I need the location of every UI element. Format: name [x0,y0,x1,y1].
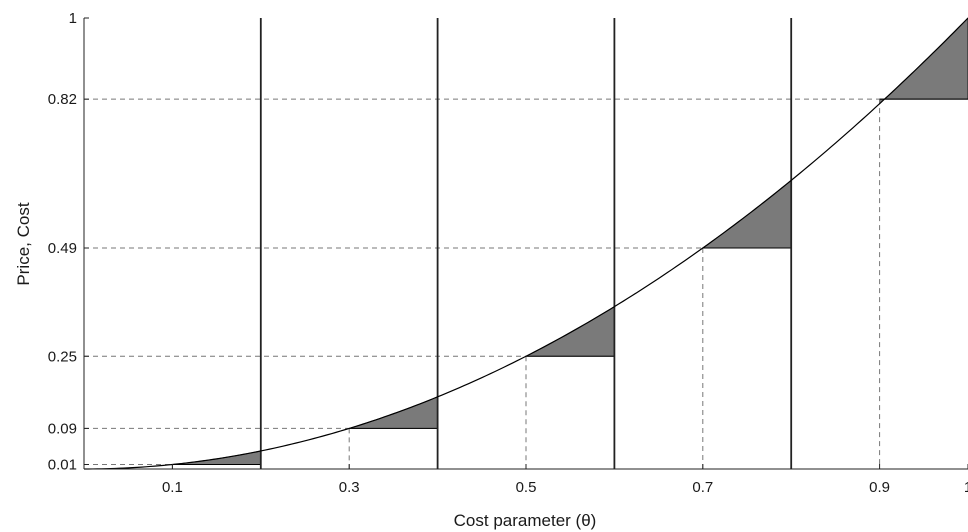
x-tick-label-6: 1 [964,479,968,496]
x-tick-label-2: 0.3 [339,479,360,496]
x-tick-label-5: 0.9 [869,479,890,496]
x-tick-label-4: 0.7 [692,479,713,496]
boundary-lines [259,18,793,469]
y-tick-label-2: 0.09 [48,420,77,437]
x-axis-label: Cost parameter (θ) [454,511,597,530]
x-tick-label-1: 0.1 [162,479,183,496]
y-tick-label-3: 0.25 [48,348,77,365]
shaded-regions [172,17,968,465]
x-tick-label-3: 0.5 [516,479,537,496]
x-axis-ticks: 0.1 0.3 0.5 0.7 0.9 1 [162,464,968,496]
y-tick-label-4: 0.49 [48,240,77,257]
guide-lines [84,98,968,469]
y-axis-ticks: 0.01 0.09 0.25 0.49 0.82 1 [48,10,89,473]
y-tick-label-6: 1 [69,10,77,27]
y-axis-label: Price, Cost [14,202,33,285]
cost-curve [83,17,968,470]
y-tick-label-5: 0.82 [48,91,77,108]
y-tick-label-1: 0.01 [48,456,77,473]
